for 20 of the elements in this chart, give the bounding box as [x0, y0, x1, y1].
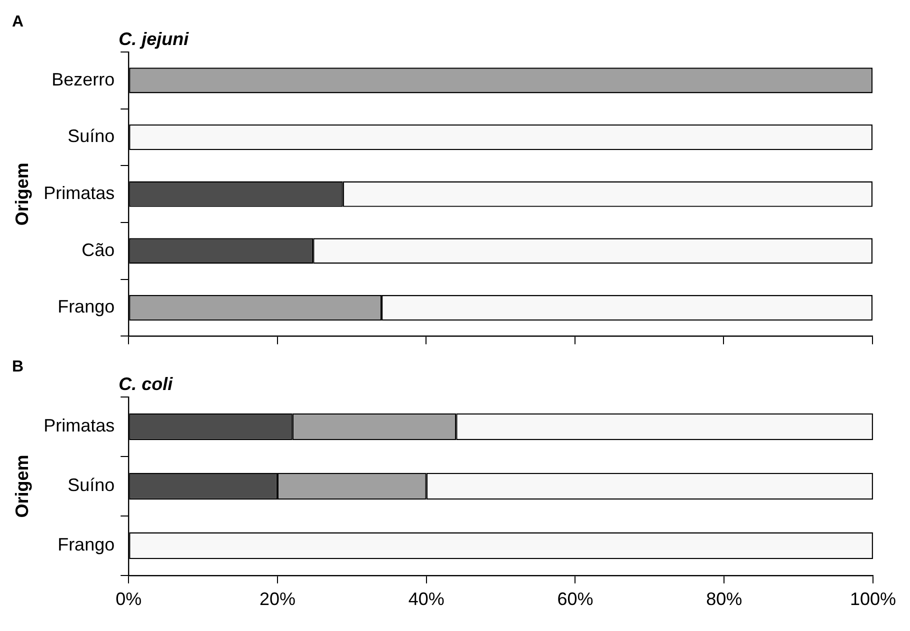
chart-title: C. jejuni — [118, 28, 190, 49]
x-tick-label: 20% — [259, 589, 296, 610]
y-axis-title: Origem — [12, 162, 32, 226]
y-tick-label: Primatas — [44, 416, 115, 436]
y-tick-label: Bezerro — [52, 69, 115, 90]
y-tick-label: Frango — [58, 534, 115, 555]
x-tick-label: 80% — [706, 589, 742, 610]
y-tick-label: Frango — [58, 296, 115, 317]
y-tick-label: Primatas — [44, 183, 115, 204]
x-tick-label: 40% — [408, 589, 444, 610]
y-tick-label: Suíno — [68, 126, 115, 146]
text: B — [12, 358, 24, 376]
x-tick-label: 60% — [557, 589, 594, 610]
y-tick-label: Suíno — [68, 475, 115, 496]
y-axis-title: Origem — [12, 454, 32, 518]
x-tick-label: 100% — [850, 589, 896, 610]
x-tick-label: 0% — [116, 589, 142, 610]
text: A — [12, 13, 24, 30]
chart-title: C. coli — [118, 374, 174, 394]
y-tick-label: Cão — [82, 240, 115, 260]
